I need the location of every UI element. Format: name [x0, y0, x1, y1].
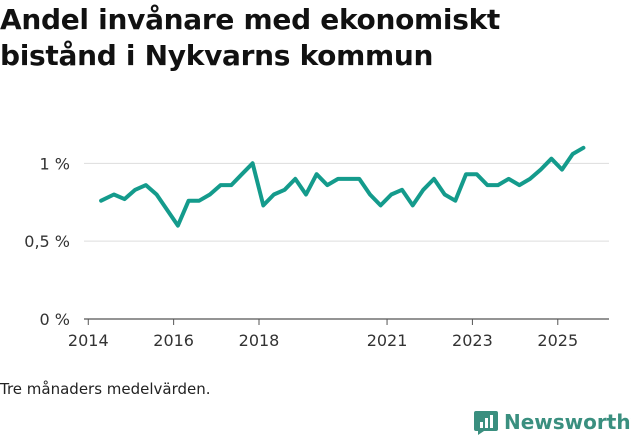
x-tick-label: 2025 [537, 331, 578, 350]
series-line [99, 145, 586, 228]
x-tick-label: 2023 [452, 331, 493, 350]
x-tick-label: 2014 [68, 331, 109, 350]
bar-chart-logo-icon [474, 411, 498, 435]
line-chart: 0 % 0,5 % 1 % 2014 2016 2018 2021 2023 2025 [24, 145, 609, 350]
x-tick-label: 2018 [239, 331, 280, 350]
y-axis-ticks: 0 % 0,5 % 1 % [24, 154, 70, 329]
y-tick-label: 0,5 % [24, 232, 70, 251]
x-tick-label: 2021 [367, 331, 408, 350]
chart-title: Andel invånare med ekonomiskt bistånd i … [0, 3, 501, 72]
brand-name: Newsworthy [504, 410, 631, 434]
brand-logo: Newsworthy [474, 407, 631, 437]
y-tick-label: 0 % [40, 310, 70, 329]
y-tick-label: 1 % [40, 154, 70, 173]
series-lines [99, 145, 586, 228]
x-tick-label: 2016 [153, 331, 194, 350]
chart-footnote: Tre månaders medelvärden. [0, 380, 211, 398]
gridlines [84, 162, 609, 320]
x-axis-ticks: 2014 2016 2018 2021 2023 2025 [68, 319, 578, 350]
